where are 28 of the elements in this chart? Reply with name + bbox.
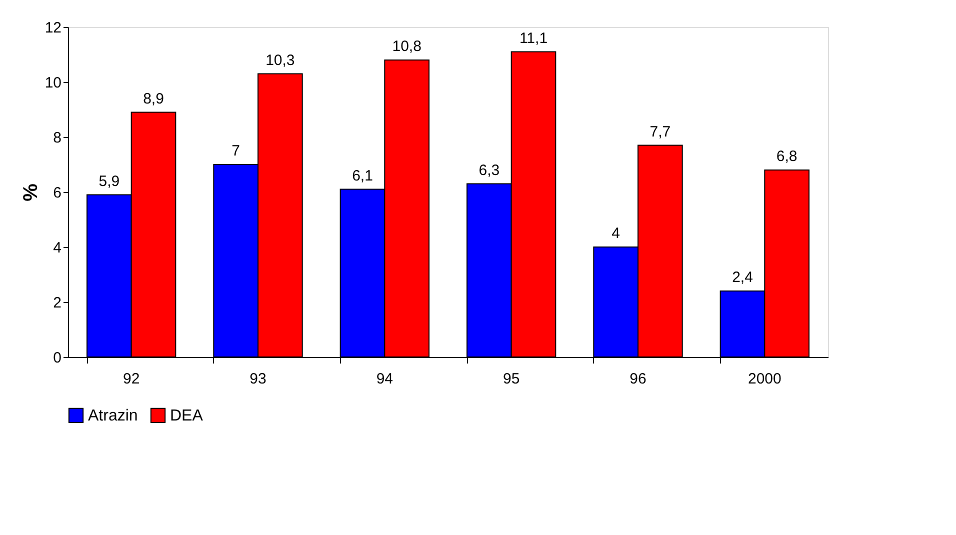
y-tick-label: 12 xyxy=(44,20,62,36)
data-label: 2,4 xyxy=(732,269,753,286)
data-label: 11,1 xyxy=(519,30,548,47)
data-label: 6,3 xyxy=(478,162,500,179)
data-label: 4 xyxy=(612,225,620,242)
legend-label: DEA xyxy=(170,407,204,424)
y-tick-label: 0 xyxy=(53,350,62,366)
y-tick-label: 8 xyxy=(53,130,62,146)
data-label: 6,8 xyxy=(776,148,798,165)
y-tick-label: 10 xyxy=(44,74,62,92)
data-label: 7,7 xyxy=(650,123,671,140)
data-label: 10,8 xyxy=(392,38,422,55)
x-tick-label: 2000 xyxy=(748,370,782,388)
y-tick-label: 6 xyxy=(53,184,62,202)
y-tick-label: 2 xyxy=(53,294,62,312)
y-axis-title: % xyxy=(20,183,42,202)
x-tick-label: 92 xyxy=(122,370,140,388)
data-label: 6,1 xyxy=(352,167,373,184)
x-tick-label: 95 xyxy=(502,370,520,388)
legend-label: Atrazin xyxy=(88,407,138,424)
data-label: 8,9 xyxy=(143,90,164,108)
y-tick-label: 4 xyxy=(53,240,62,256)
data-label: 5,9 xyxy=(98,172,120,190)
data-label: 7 xyxy=(232,142,240,160)
x-tick-label: 96 xyxy=(630,370,646,388)
x-tick-label: 93 xyxy=(250,370,266,388)
data-label: 10,3 xyxy=(266,52,295,69)
x-tick-label: 94 xyxy=(376,370,394,388)
